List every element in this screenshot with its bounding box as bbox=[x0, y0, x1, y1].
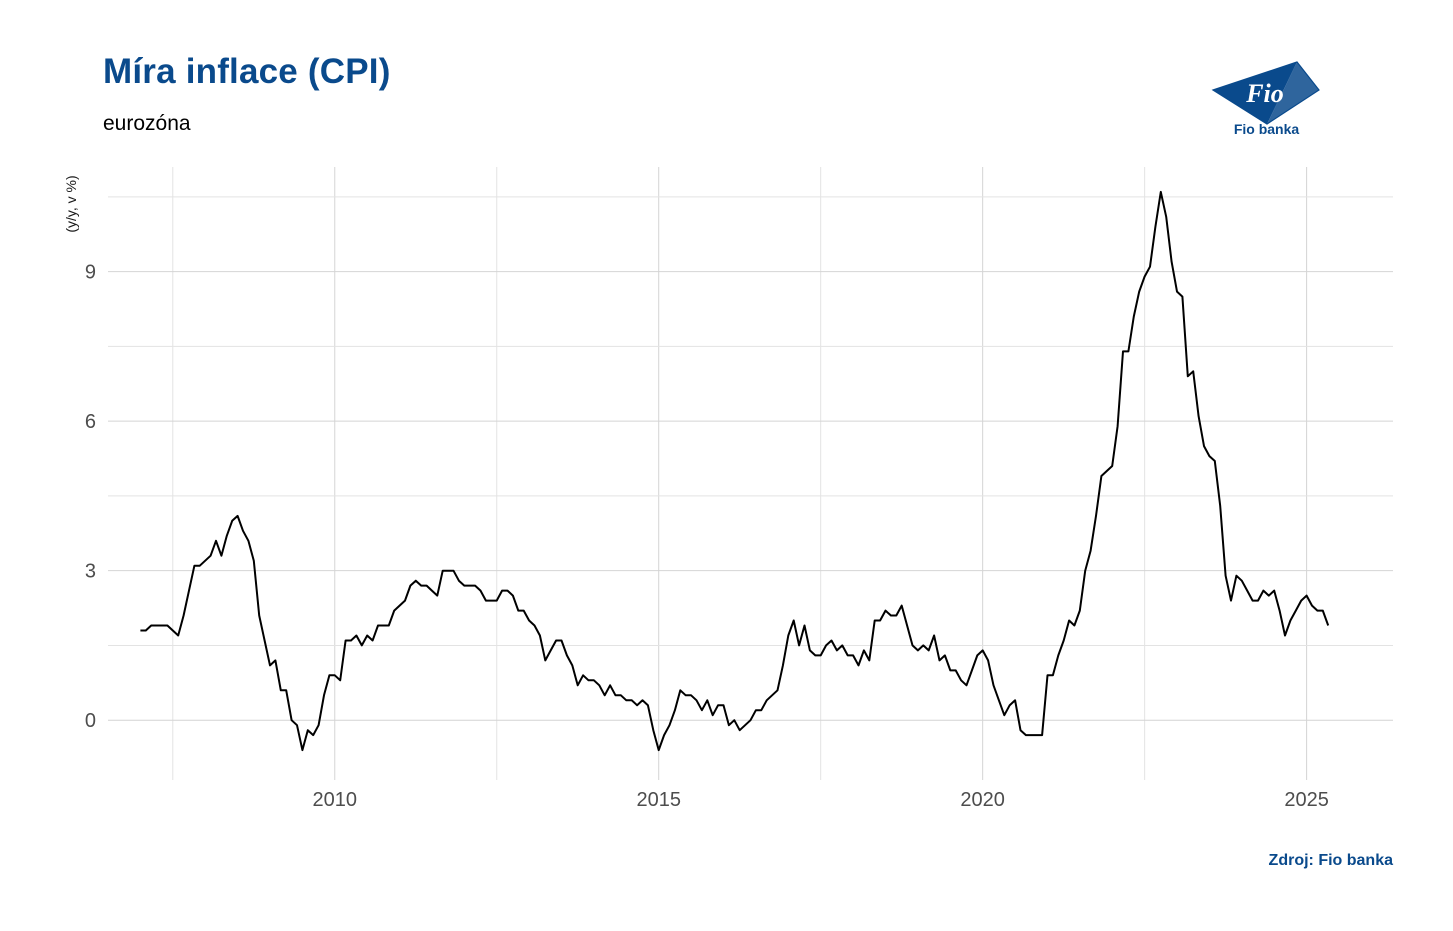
series-group bbox=[140, 190, 1330, 752]
y-tick-label: 6 bbox=[85, 411, 96, 433]
x-tick-label: 2015 bbox=[636, 789, 681, 811]
fio-logo-icon: Fio bbox=[1211, 61, 1320, 125]
y-axis-ticks: 0 3 6 9 bbox=[85, 262, 96, 733]
x-tick-label: 2020 bbox=[960, 789, 1005, 811]
y-tick-label: 0 bbox=[85, 710, 96, 732]
x-tick-label: 2010 bbox=[313, 789, 358, 811]
x-tick-label: 2025 bbox=[1284, 789, 1329, 811]
logo-caption: Fio banka bbox=[1233, 121, 1300, 137]
series-line-cpi bbox=[140, 190, 1330, 752]
source-note: Zdroj: Fio banka bbox=[1268, 852, 1393, 869]
x-axis-ticks: 2010 2015 2020 2025 bbox=[313, 789, 1329, 811]
y-tick-label: 3 bbox=[85, 561, 96, 583]
grid bbox=[108, 167, 1393, 780]
y-axis-label: (y/y, v %) bbox=[63, 175, 79, 232]
logo-mark-text: Fio bbox=[1245, 79, 1284, 108]
y-tick-label: 9 bbox=[85, 262, 96, 284]
chart-title: Míra inflace (CPI) bbox=[103, 52, 391, 91]
chart-subtitle: eurozóna bbox=[103, 112, 191, 135]
